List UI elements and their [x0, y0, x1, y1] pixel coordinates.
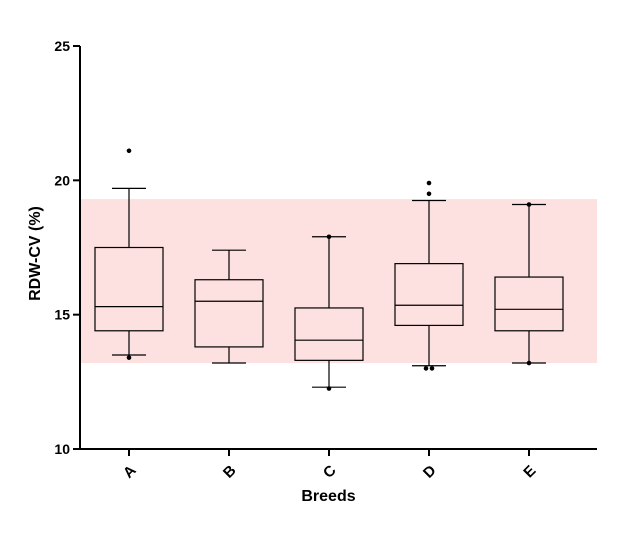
- outlier-point: [126, 355, 132, 360]
- x-tick-label-E: E: [520, 462, 539, 481]
- outlier-point: [326, 386, 332, 391]
- box-E: [494, 202, 564, 366]
- outlier-point: [429, 366, 435, 371]
- outlier-point: [326, 234, 332, 240]
- y-axis-title: RDW-CV (%): [27, 206, 44, 301]
- box-A: [94, 148, 164, 360]
- interquartile-box: [494, 276, 564, 332]
- outlier-point: [526, 360, 532, 366]
- outlier-point: [526, 202, 532, 207]
- x-tick-label-B: B: [220, 462, 240, 482]
- interquartile-box: [294, 307, 364, 361]
- axes-layer: [79, 46, 597, 450]
- box-C: [294, 234, 364, 391]
- box-B: [194, 249, 264, 364]
- box-D: [394, 180, 464, 371]
- outlier-point: [426, 180, 432, 186]
- x-axis-title: Breeds: [301, 488, 355, 505]
- reference-band-layer: [81, 199, 597, 364]
- x-ticks-layer: A B C D E: [120, 449, 539, 482]
- outlier-point: [426, 191, 432, 197]
- y-tick-label: 25: [54, 38, 70, 54]
- boxes-layer: [94, 148, 564, 391]
- x-tick-label-A: A: [120, 462, 140, 482]
- x-tick-label-D: D: [420, 462, 440, 482]
- outlier-point: [423, 366, 429, 371]
- interquartile-box: [194, 279, 264, 348]
- y-tick-label: 10: [54, 441, 70, 457]
- reference-range-band: [81, 199, 597, 364]
- y-ticks-layer: 10 15 20 25: [54, 38, 80, 457]
- y-tick-label: 20: [54, 172, 70, 188]
- interquartile-box: [394, 263, 464, 327]
- x-tick-label-C: C: [320, 462, 340, 482]
- outlier-point: [126, 148, 132, 154]
- y-tick-label: 15: [54, 307, 70, 323]
- interquartile-box: [94, 246, 164, 332]
